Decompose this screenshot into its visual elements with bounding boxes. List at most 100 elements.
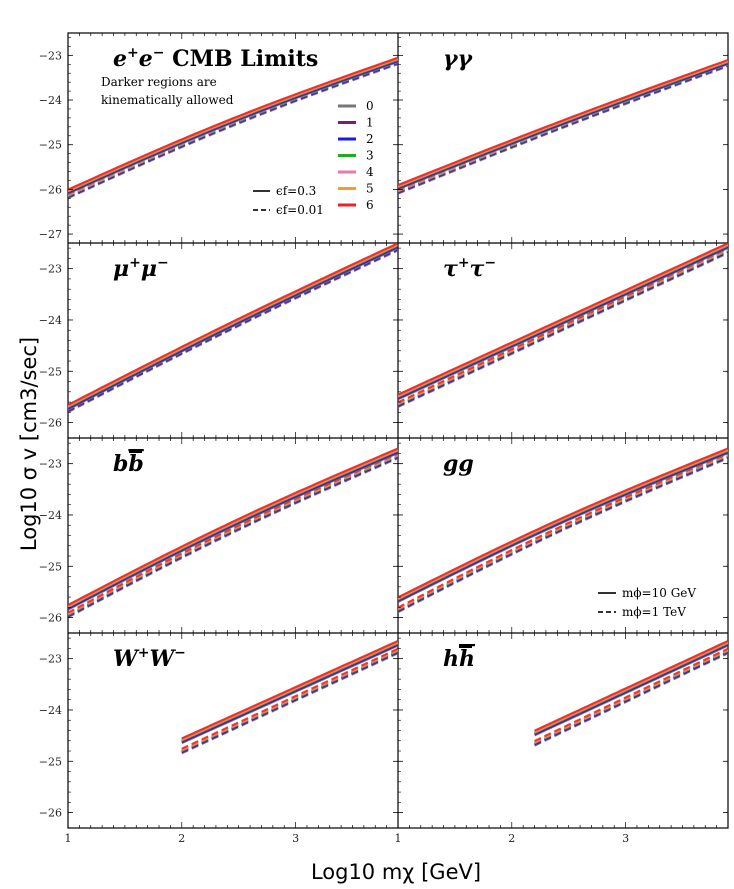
svg-text:Log10 σ v [cm3/sec]: Log10 σ v [cm3/sec] xyxy=(17,337,41,551)
solid-curve-6 xyxy=(398,243,728,396)
y-tick-label: −25 xyxy=(39,365,62,378)
panel-title-sup: + xyxy=(458,255,470,271)
y-tick-label: −23 xyxy=(39,263,62,276)
panel-title-main2: e xyxy=(139,46,153,72)
panel-curves xyxy=(181,639,398,755)
panel-curves xyxy=(398,58,728,195)
solid-curve-6 xyxy=(68,243,398,406)
panel-gg: gg mϕ=10 GeV mϕ=1 TeV xyxy=(397,438,728,633)
dashed-curve-6 xyxy=(181,647,398,750)
legend-eps: ϵf=0.3 ϵf=0.01 xyxy=(253,184,324,217)
panel-curves xyxy=(68,56,398,200)
legend-mass: 0 1 2 3 4 5 6 xyxy=(338,99,374,212)
panel-title-main: μ xyxy=(113,256,129,282)
legend-label-5: 5 xyxy=(366,182,374,196)
y-tick-label: −24 xyxy=(39,314,62,327)
panel-curves xyxy=(398,447,728,614)
y-tick-label: −25 xyxy=(39,139,62,152)
solid-curve-6 xyxy=(398,447,728,599)
legend-solid-label: ϵf=0.3 xyxy=(276,184,316,198)
y-axis-title-text: Log10 σ v [cm3/sec] xyxy=(17,337,41,551)
panel-curves xyxy=(398,243,728,408)
legend-solid-label: mϕ=10 GeV xyxy=(622,586,696,600)
legend-label-4: 4 xyxy=(366,165,374,179)
note-line1: Darker regions are xyxy=(101,75,217,89)
y-tick-label: −26 xyxy=(39,183,62,196)
legend-label-2: 2 xyxy=(366,132,374,146)
note-line2: kinematically allowed xyxy=(101,93,234,107)
legend-dashed-label: mϕ=1 TeV xyxy=(622,605,686,619)
x-tick-label: 3 xyxy=(622,832,629,845)
x-tick-label: 1 xyxy=(65,832,72,845)
dashed-curve-6 xyxy=(398,452,728,609)
panel-μxμx: −23−24−25−26μ+μ− xyxy=(39,243,398,438)
panel-τxτx: τ+τ− xyxy=(397,243,728,438)
legend-label-0: 0 xyxy=(366,99,374,113)
panel-title: γγ xyxy=(443,46,474,72)
dashed-curve-0 xyxy=(398,65,728,195)
y-tick-label: −23 xyxy=(39,458,62,471)
solid-curve-6 xyxy=(398,58,728,187)
y-tick-label: −23 xyxy=(39,49,62,62)
dashed-curve-6 xyxy=(534,647,728,742)
y-tick-label: −23 xyxy=(39,653,62,666)
legend-label-3: 3 xyxy=(366,149,374,163)
x-tick-label: 1 xyxy=(395,832,402,845)
y-tick-label: −26 xyxy=(39,612,62,625)
panel-WxWx: −23−24−25−261 2 3W+W− xyxy=(39,633,398,845)
panel-title-main: b xyxy=(113,451,128,477)
panel-curves xyxy=(68,243,398,414)
panel-title: τ+τ− xyxy=(443,255,496,282)
y-tick-label: −25 xyxy=(39,560,62,573)
x-tick-label: 2 xyxy=(178,832,185,845)
y-tick-label: −24 xyxy=(39,94,62,107)
legend-dashed-label: ϵf=0.01 xyxy=(276,203,324,217)
panel-title-main: h xyxy=(443,646,459,672)
panel-title: e+e− CMB Limits xyxy=(113,45,318,72)
y-tick-label: −26 xyxy=(39,417,62,430)
panel-title: hh xyxy=(443,646,475,672)
panel-title: W+W− xyxy=(113,645,186,672)
y-tick-label: −27 xyxy=(39,228,62,241)
panel-curves xyxy=(68,447,398,619)
panel-title-sup2: − xyxy=(484,255,496,271)
panel-title-sup: + xyxy=(127,45,139,61)
panel-curves xyxy=(534,640,728,747)
panel-bb: −23 −24 −25 −26 bb xyxy=(39,438,398,633)
legend-label-6: 6 xyxy=(366,198,374,212)
legend-mphi: mϕ=10 GeV mϕ=1 TeV xyxy=(598,586,696,619)
panel-title-sup2: − xyxy=(153,45,165,61)
panel-γγ: γγ xyxy=(397,33,728,243)
panel-title-main: τ xyxy=(443,256,458,282)
y-tick-label: −24 xyxy=(39,704,62,717)
panel-title-sup: + xyxy=(129,255,141,271)
panel-title-sup2: − xyxy=(157,255,169,271)
y-axis-title: Log10 σ v [cm3/sec] xyxy=(17,337,41,551)
panel-title-sup: + xyxy=(138,645,150,661)
panel-title-bar: b xyxy=(128,451,143,477)
panel-title-main2: W xyxy=(149,646,176,672)
y-tick-label: −24 xyxy=(39,509,62,522)
solid-curve-6 xyxy=(181,639,398,740)
x-tick-label: 2 xyxy=(508,832,515,845)
solid-curve-6 xyxy=(68,447,398,606)
y-tick-label: −26 xyxy=(39,807,62,820)
panel-title: bb xyxy=(113,451,144,477)
dashed-curve-1 xyxy=(398,64,728,195)
solid-curve-6 xyxy=(534,640,728,732)
panel-title-main2: τ xyxy=(470,256,485,282)
x-tick-label: 3 xyxy=(292,832,299,845)
dashed-curve-0 xyxy=(68,457,398,619)
panel-title-main: W xyxy=(113,646,140,672)
panel-title-bar: h xyxy=(459,646,475,672)
panel-title-main2: μ xyxy=(141,256,157,282)
panel-title: μ+μ− xyxy=(113,255,169,282)
panel-title: gg xyxy=(443,451,474,477)
solid-curve-6 xyxy=(68,56,398,191)
y-tick-label: −25 xyxy=(39,755,62,768)
panel-title-rest: CMB Limits xyxy=(164,46,318,72)
panel-title-sup2: − xyxy=(174,645,186,661)
